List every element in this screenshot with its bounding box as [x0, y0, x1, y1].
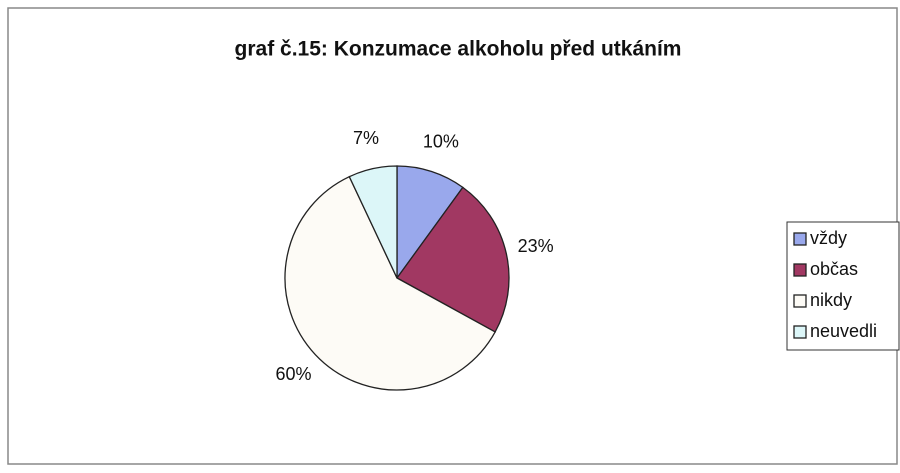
- chart-title: graf č.15: Konzumace alkoholu před utkán…: [235, 38, 682, 61]
- legend-label: nikdy: [810, 290, 852, 310]
- legend-swatch: [793, 263, 807, 277]
- data-label: 60%: [275, 364, 311, 384]
- pie-slice: [396, 186, 510, 333]
- legend-swatch: [793, 232, 807, 246]
- pie-slice: [348, 165, 398, 279]
- pie-slice: [284, 175, 497, 391]
- legend-swatch: [793, 294, 807, 308]
- legend-label: neuvedli: [810, 321, 877, 341]
- data-label: 10%: [423, 132, 459, 152]
- data-label: 23%: [518, 236, 554, 256]
- legend-swatch: [793, 325, 807, 339]
- legend-label: občas: [810, 259, 858, 279]
- legend-label: vždy: [810, 228, 847, 248]
- data-label: 7%: [353, 128, 379, 148]
